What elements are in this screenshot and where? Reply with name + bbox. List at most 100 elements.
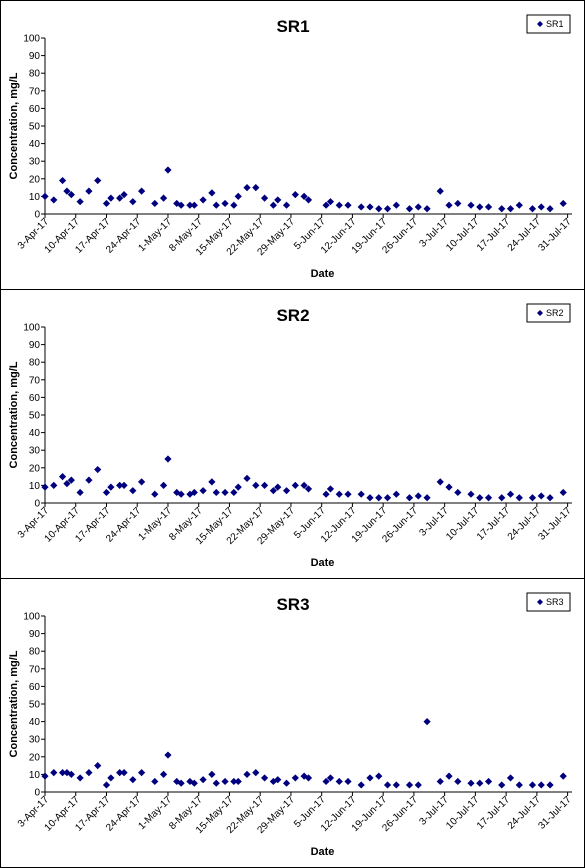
- legend-marker-diamond: [537, 599, 543, 605]
- data-point: [190, 201, 198, 209]
- data-point: [537, 781, 545, 789]
- data-point: [76, 774, 84, 782]
- data-point: [484, 777, 493, 786]
- y-axis-label: Concentration, mg/L: [8, 72, 20, 179]
- data-point: [436, 777, 444, 786]
- data-point: [221, 199, 229, 208]
- data-point: [67, 191, 75, 199]
- data-point: [212, 779, 220, 787]
- data-point: [63, 187, 71, 195]
- data-point: [506, 774, 515, 782]
- data-point: [159, 770, 168, 778]
- series-sr2: [41, 455, 567, 502]
- data-point: [252, 184, 260, 192]
- data-point: [291, 191, 299, 199]
- y-tick-label: 90: [29, 51, 41, 62]
- data-point: [454, 777, 462, 786]
- data-point: [445, 201, 453, 209]
- data-point: [243, 184, 251, 192]
- data-point: [392, 201, 400, 209]
- data-point: [199, 487, 207, 495]
- data-point: [208, 770, 216, 778]
- data-point: [498, 205, 506, 213]
- data-point: [199, 776, 207, 784]
- data-point: [212, 201, 220, 209]
- data-point: [107, 194, 115, 202]
- y-tick-label: 60: [29, 393, 41, 404]
- data-point: [58, 473, 67, 481]
- chart-panel-sr2: SR2 0 10 20 30 40 50 60 70 80 90 100 3-Apr-17 10-Apr-…: [0, 289, 585, 579]
- data-point: [129, 776, 137, 784]
- data-point: [85, 476, 93, 484]
- legend-box: [526, 14, 571, 34]
- y-tick-label: 40: [29, 139, 41, 150]
- data-point: [138, 478, 146, 486]
- y-tick-label: 90: [29, 629, 41, 640]
- data-point: [304, 196, 313, 204]
- data-point: [230, 777, 238, 786]
- data-point: [151, 199, 159, 208]
- y-tick-label: 50: [29, 122, 41, 133]
- data-point: [260, 194, 269, 202]
- chart-sr2: SR201020304050607080901003-Apr-1710-Apr-…: [8, 303, 574, 569]
- data-point: [344, 201, 352, 209]
- y-tick-label: 20: [29, 174, 41, 185]
- data-point: [67, 476, 75, 484]
- data-point: [85, 769, 93, 777]
- data-point: [405, 205, 414, 213]
- y-tick-label: 30: [29, 446, 41, 457]
- x-tick-label: 31-Jul-17: [536, 216, 574, 254]
- chart-panel-sr3: SR3 0 10 20 30 40 50 60 70 80 90 100 3-Apr-17 10-Apr-…: [0, 578, 585, 868]
- data-point: [138, 769, 146, 777]
- data-point: [476, 203, 484, 211]
- data-point: [186, 201, 194, 209]
- data-point: [50, 481, 58, 489]
- data-point: [102, 488, 111, 497]
- data-point: [282, 779, 291, 787]
- y-tick-label: 90: [29, 340, 41, 351]
- data-point: [291, 774, 299, 782]
- data-point: [546, 205, 554, 213]
- data-point: [357, 781, 365, 789]
- data-point: [164, 751, 172, 759]
- y-tick-label: 100: [23, 34, 40, 45]
- data-point: [344, 490, 352, 498]
- data-point: [282, 487, 291, 495]
- data-point: [41, 192, 49, 200]
- data-point: [454, 488, 462, 497]
- legend: SR1: [526, 14, 571, 34]
- data-point: [85, 187, 93, 195]
- y-tick-label: 100: [23, 323, 40, 334]
- y-tick-label: 0: [34, 499, 40, 510]
- data-point: [322, 490, 330, 498]
- data-point: [291, 481, 299, 489]
- data-point: [269, 487, 277, 495]
- y-tick-label: 100: [23, 612, 40, 623]
- legend-box: [526, 303, 571, 323]
- legend-box: [526, 592, 571, 612]
- chart-title: SR3: [276, 595, 309, 614]
- data-point: [322, 201, 330, 209]
- data-point: [164, 455, 172, 463]
- data-point: [476, 494, 484, 502]
- data-point: [515, 781, 523, 789]
- data-point: [498, 781, 506, 789]
- data-point: [230, 201, 238, 209]
- y-tick-label: 10: [29, 481, 41, 492]
- data-point: [116, 194, 124, 202]
- data-point: [212, 488, 220, 497]
- data-point: [260, 481, 269, 489]
- y-tick-label: 60: [29, 682, 41, 693]
- data-point: [177, 779, 185, 787]
- data-point: [423, 494, 431, 502]
- chart-title: SR1: [276, 17, 309, 36]
- chart-sr1: SR101020304050607080901003-Apr-1710-Apr-…: [8, 14, 574, 280]
- y-axis-label: Concentration, mg/L: [8, 650, 20, 757]
- data-point: [243, 474, 251, 482]
- data-point: [94, 762, 102, 770]
- data-point: [243, 770, 251, 778]
- data-point: [76, 488, 84, 497]
- data-point: [102, 199, 111, 208]
- data-point: [129, 198, 137, 206]
- y-tick-label: 30: [29, 157, 41, 168]
